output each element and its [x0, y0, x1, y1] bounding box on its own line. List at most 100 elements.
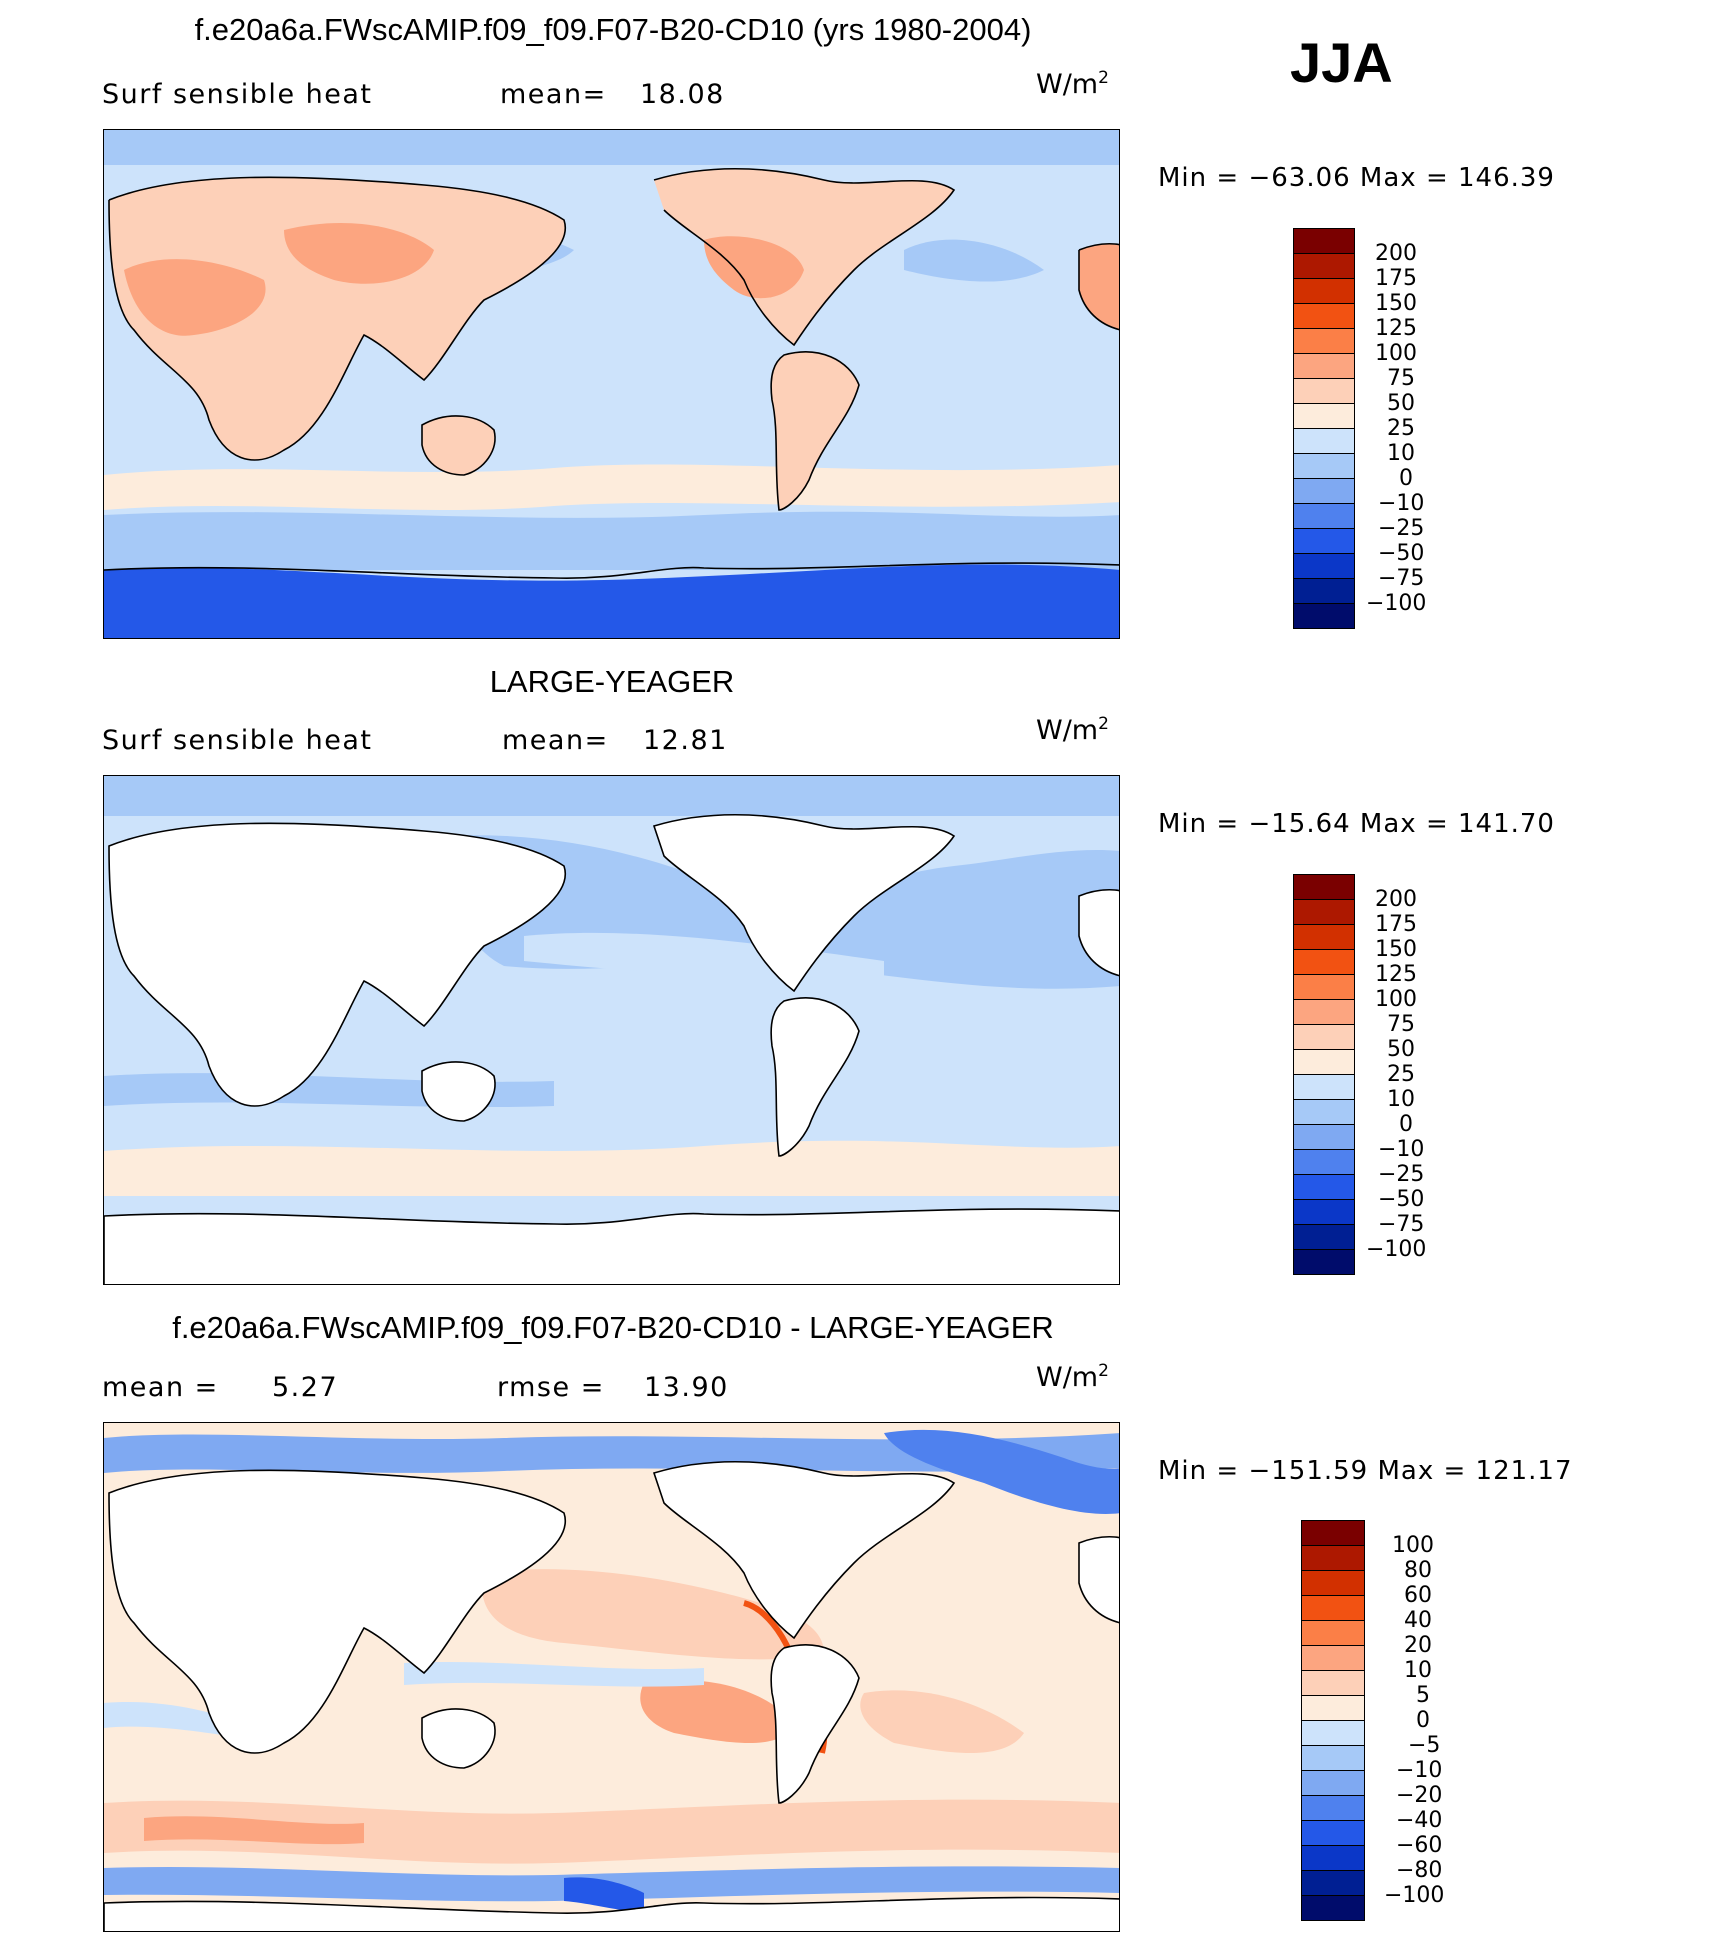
panel2-mean-value: 12.81 [643, 725, 728, 756]
colorbar-swatch [1294, 579, 1354, 604]
colorbar-swatch [1294, 429, 1354, 454]
colorbar-swatch [1294, 254, 1354, 279]
colorbar-swatch [1294, 454, 1354, 479]
colorbar-label: 200 [1375, 887, 1417, 912]
colorbar-label: −100 [1384, 1883, 1445, 1908]
panel3-mean-value: 5.27 [272, 1372, 339, 1403]
colorbar-label: 175 [1375, 266, 1417, 291]
colorbar-label: −50 [1378, 1187, 1425, 1212]
panel1-title: f.e20a6a.FWscAMIP.f09_f09.F07-B20-CD10 (… [194, 12, 1032, 47]
season-label: JJA [1290, 31, 1393, 94]
colorbar-swatch [1294, 1000, 1354, 1025]
colorbar-label: −10 [1396, 1758, 1443, 1783]
colorbar-swatch [1294, 1150, 1354, 1175]
panel2-units: W/m2 [1036, 714, 1109, 746]
colorbar-swatch [1302, 1521, 1364, 1546]
panel3-mean-label: mean = [102, 1372, 219, 1403]
colorbar-swatch [1294, 479, 1354, 504]
colorbar-swatch [1302, 1646, 1364, 1671]
colorbar-label: 5 [1416, 1683, 1430, 1708]
colorbar-swatch [1294, 1225, 1354, 1250]
colorbar-swatch [1302, 1746, 1364, 1771]
colorbar-label: 125 [1375, 316, 1417, 341]
panel3-colorbar [1301, 1520, 1365, 1921]
panel1-map [103, 129, 1120, 639]
colorbar-swatch [1294, 404, 1354, 429]
panel2-title: LARGE-YEAGER [489, 664, 735, 699]
colorbar-label: 10 [1404, 1658, 1432, 1683]
colorbar-label: −10 [1378, 1137, 1425, 1162]
colorbar-label: 50 [1387, 391, 1415, 416]
panel2-colorbar [1293, 874, 1355, 1275]
colorbar-swatch [1294, 900, 1354, 925]
colorbar-label: 10 [1387, 441, 1415, 466]
panel3-minmax: Min = −151.59 Max = 121.17 [1158, 1456, 1573, 1486]
colorbar-label: 150 [1375, 937, 1417, 962]
colorbar-swatch [1294, 1075, 1354, 1100]
colorbar-label: 75 [1387, 366, 1415, 391]
colorbar-label: −40 [1396, 1808, 1443, 1833]
colorbar-label: 20 [1404, 1633, 1432, 1658]
colorbar-swatch [1294, 1200, 1354, 1225]
colorbar-label: 10 [1387, 1087, 1415, 1112]
colorbar-swatch [1294, 304, 1354, 329]
colorbar-swatch [1302, 1896, 1364, 1920]
colorbar-swatch [1294, 1125, 1354, 1150]
colorbar-label: 125 [1375, 962, 1417, 987]
colorbar-swatch [1294, 1025, 1354, 1050]
colorbar-swatch [1302, 1546, 1364, 1571]
colorbar-swatch [1302, 1771, 1364, 1796]
colorbar-swatch [1294, 329, 1354, 354]
colorbar-swatch [1302, 1821, 1364, 1846]
colorbar-swatch [1302, 1796, 1364, 1821]
colorbar-label: −10 [1378, 491, 1425, 516]
colorbar-swatch [1294, 1100, 1354, 1125]
colorbar-swatch [1294, 875, 1354, 900]
colorbar-label: 200 [1375, 241, 1417, 266]
colorbar-label: 60 [1404, 1583, 1432, 1608]
panel3-rmse-value: 13.90 [644, 1372, 729, 1403]
colorbar-swatch [1294, 504, 1354, 529]
colorbar-label: −100 [1366, 1237, 1427, 1262]
colorbar-label: −75 [1378, 566, 1425, 591]
colorbar-swatch [1302, 1721, 1364, 1746]
colorbar-label: −75 [1378, 1212, 1425, 1237]
colorbar-swatch [1302, 1571, 1364, 1596]
colorbar-label: 0 [1399, 1112, 1413, 1137]
colorbar-label: 50 [1387, 1037, 1415, 1062]
colorbar-swatch [1294, 925, 1354, 950]
colorbar-label: 80 [1404, 1558, 1432, 1583]
colorbar-label: 25 [1387, 1062, 1415, 1087]
panel1-minmax: Min = −63.06 Max = 146.39 [1158, 163, 1555, 193]
panel1-colorbar [1293, 228, 1355, 629]
panel3-rmse-label: rmse = [497, 1372, 605, 1403]
colorbar-label: −25 [1378, 516, 1425, 541]
panel1-mean-value: 18.08 [640, 79, 725, 110]
colorbar-label: −20 [1396, 1783, 1443, 1808]
colorbar-label: 0 [1399, 466, 1413, 491]
colorbar-label: −100 [1366, 591, 1427, 616]
colorbar-swatch [1294, 229, 1354, 254]
colorbar-swatch [1294, 950, 1354, 975]
colorbar-swatch [1294, 1175, 1354, 1200]
colorbar-swatch [1302, 1696, 1364, 1721]
colorbar-swatch [1294, 354, 1354, 379]
colorbar-swatch [1294, 604, 1354, 628]
panel2-map [103, 775, 1120, 1285]
colorbar-swatch [1302, 1621, 1364, 1646]
panel2-variable: Surf sensible heat [102, 725, 373, 756]
panel1-units: W/m2 [1036, 68, 1109, 100]
panel3-map [103, 1422, 1120, 1932]
colorbar-label: −50 [1378, 541, 1425, 566]
colorbar-swatch [1302, 1596, 1364, 1621]
colorbar-label: −60 [1396, 1833, 1443, 1858]
colorbar-label: 100 [1375, 987, 1417, 1012]
colorbar-label: −80 [1396, 1858, 1443, 1883]
colorbar-label: 0 [1416, 1708, 1430, 1733]
panel1-mean-label: mean= [500, 79, 607, 110]
colorbar-swatch [1302, 1871, 1364, 1896]
colorbar-label: 75 [1387, 1012, 1415, 1037]
colorbar-label: 100 [1375, 341, 1417, 366]
colorbar-swatch [1302, 1671, 1364, 1696]
colorbar-label: 40 [1404, 1608, 1432, 1633]
